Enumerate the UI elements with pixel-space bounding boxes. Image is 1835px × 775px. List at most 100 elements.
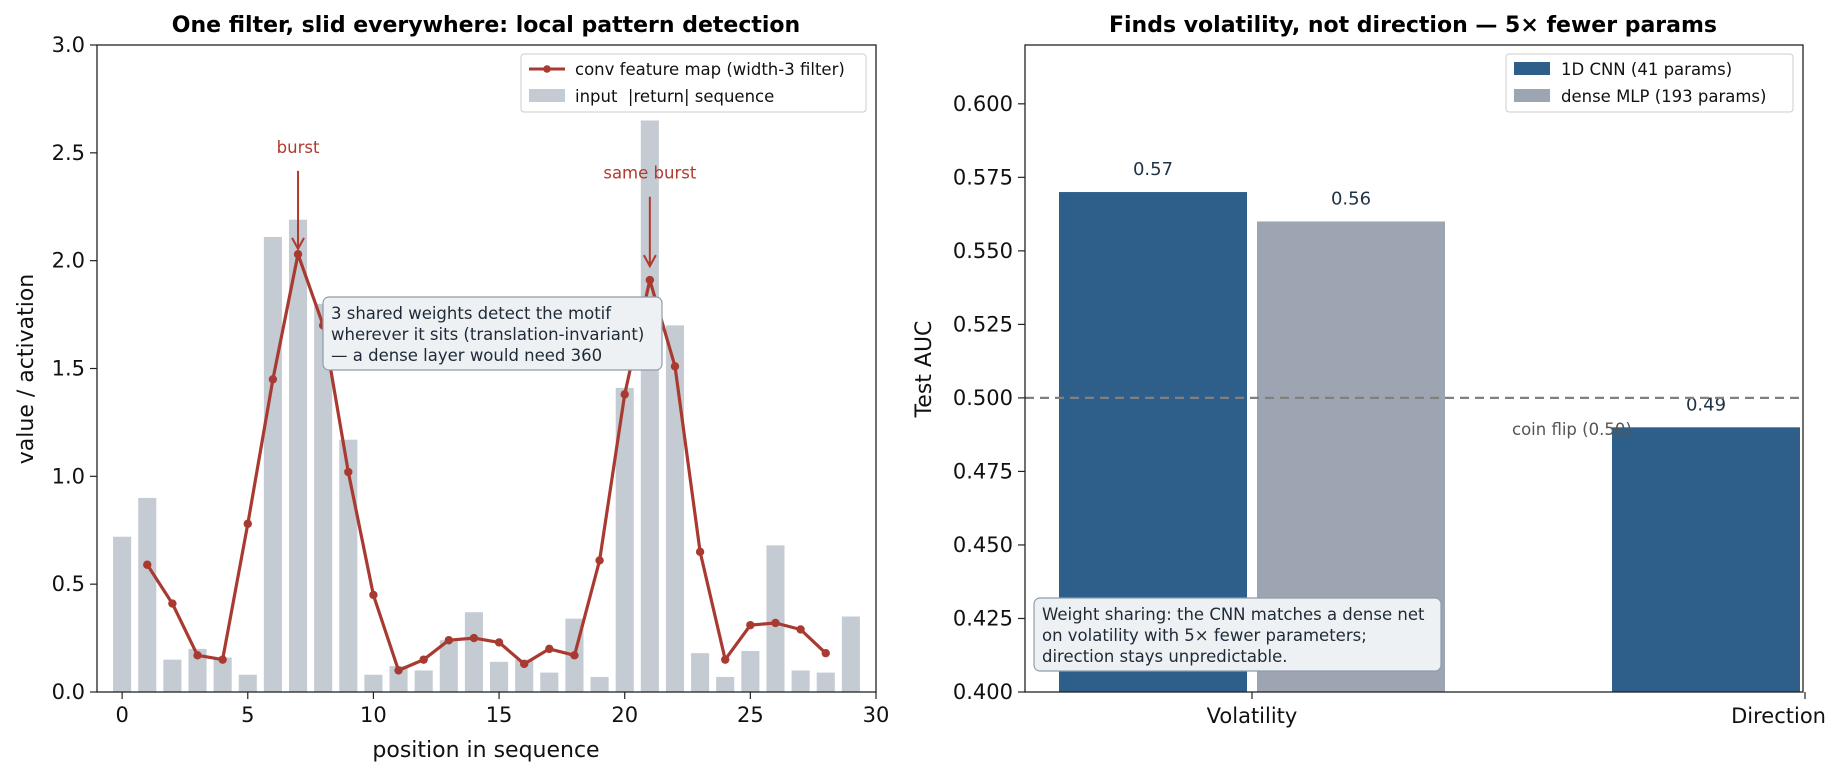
- x-tick-label: 25: [737, 703, 764, 727]
- y-tick-label: 0.425: [953, 606, 1013, 630]
- legend-conv-label: conv feature map (width-3 filter): [575, 60, 845, 79]
- x-tick-label: 0: [115, 703, 128, 727]
- conv-point: [746, 620, 755, 630]
- left-note-box: 3 shared weights detect the motif wherev…: [322, 296, 663, 371]
- y-tick-label: 0.600: [953, 92, 1013, 116]
- input-bar: [163, 659, 182, 692]
- input-bar: [716, 676, 735, 692]
- input-bar: [113, 536, 132, 692]
- input-bar: [515, 659, 534, 692]
- auc-value-label: 0.57: [1133, 159, 1173, 180]
- right-note-line-2: on volatility with 5× fewer parameters;: [1042, 626, 1367, 645]
- y-tick-label: 0.575: [953, 165, 1013, 189]
- input-bar: [364, 674, 383, 692]
- input-bar: [766, 545, 785, 692]
- right-chart-title: Finds volatility, not direction — 5× few…: [1109, 13, 1717, 38]
- conv-line: [145, 252, 827, 673]
- coin-flip-baseline: coin flip (0.50): [1025, 396, 1803, 439]
- left-legend: conv feature map (width-3 filter) input …: [520, 53, 867, 113]
- legend-input-label: input |return| sequence: [575, 87, 774, 106]
- y-tick-label: 0.400: [953, 680, 1013, 704]
- burst-annotations: burst same burst: [277, 138, 697, 269]
- left-x-ticks: 0 5 10 15 20 25 30: [115, 692, 889, 727]
- conv-point: [519, 659, 529, 669]
- right-note-frame: [1033, 597, 1442, 672]
- conv-point: [168, 599, 177, 608]
- input-bar: [389, 666, 408, 692]
- burst-annotation-label: burst: [277, 138, 320, 157]
- conv-point: [595, 556, 604, 565]
- right-note-box: Weight sharing: the CNN matches a dense …: [1033, 597, 1442, 672]
- left-chart-title: One filter, slid everywhere: local patte…: [172, 13, 800, 38]
- input-bar: [288, 219, 308, 692]
- legend-mlp-label: dense MLP (193 params): [1561, 87, 1766, 106]
- input-bar: [841, 616, 860, 692]
- right-plot-frame: [1024, 44, 1804, 693]
- right-note-line-1: Weight sharing: the CNN matches a dense …: [1042, 605, 1425, 624]
- y-tick-label: 1.0: [52, 464, 85, 488]
- y-tick-label: 1.5: [52, 357, 85, 381]
- right-legend: 1D CNN (41 params) dense MLP (193 params…: [1505, 53, 1794, 113]
- input-bar: [314, 303, 333, 692]
- category-label: Direction: [1731, 704, 1826, 728]
- x-tick-label: 30: [863, 703, 890, 727]
- conv-point: [670, 362, 680, 371]
- x-tick-label: 15: [486, 703, 513, 727]
- input-bar: [665, 325, 685, 692]
- right-chart: Finds volatility, not direction — 5× few…: [912, 13, 1826, 728]
- right-legend-box: [1505, 53, 1794, 113]
- input-bar: [691, 653, 710, 692]
- y-tick-label: 0.0: [52, 680, 85, 704]
- left-note-line-1: 3 shared weights detect the motif: [331, 304, 612, 323]
- legend-cnn-swatch: [1514, 62, 1550, 75]
- left-note-frame: [322, 296, 663, 371]
- conv-point: [268, 375, 278, 384]
- conv-point: [771, 618, 780, 628]
- y-tick-label: 0.5: [52, 572, 85, 596]
- left-x-axis-label: position in sequence: [372, 738, 599, 763]
- input-bar: [238, 674, 257, 692]
- conv-point: [143, 560, 152, 569]
- right-y-axis-label: Test AUC: [912, 321, 937, 419]
- input-bar: [138, 497, 157, 692]
- legend-mlp-swatch: [1514, 89, 1550, 102]
- category-label: Volatility: [1207, 704, 1298, 728]
- legend-bar-swatch: [529, 89, 565, 102]
- y-tick-label: 2.5: [52, 141, 85, 165]
- input-bar: [816, 672, 835, 692]
- conv-point: [695, 547, 705, 557]
- input-bar: [213, 657, 232, 692]
- conv-point: [444, 636, 454, 645]
- input-bars: [113, 120, 860, 692]
- auc-value-label: 0.56: [1331, 188, 1371, 209]
- x-tick-label: 5: [241, 703, 254, 727]
- input-bar: [339, 439, 358, 692]
- conv-point: [344, 467, 353, 477]
- left-note-line-2: wherever it sits (translation-invariant): [331, 325, 644, 344]
- conv-point: [494, 638, 504, 647]
- conv-point: [821, 648, 830, 658]
- input-bar: [464, 612, 483, 692]
- conv-point: [193, 651, 202, 660]
- input-bar: [188, 648, 207, 692]
- legend-marker-swatch: [543, 65, 551, 73]
- input-bar: [615, 387, 634, 692]
- x-tick-label: 20: [611, 703, 638, 727]
- conv-point: [218, 655, 227, 664]
- input-bar: [263, 236, 282, 692]
- auc-value-label: 0.49: [1686, 394, 1726, 415]
- conv-point: [721, 655, 730, 664]
- baseline-label: coin flip (0.50): [1512, 420, 1632, 439]
- conv-point: [645, 275, 655, 285]
- y-tick-label: 3.0: [52, 33, 85, 57]
- conv-point: [243, 519, 252, 528]
- burst-annotation-label: same burst: [603, 164, 696, 183]
- left-chart: One filter, slid everywhere: local patte…: [14, 13, 889, 763]
- conv-point: [419, 655, 428, 664]
- legend-cnn-label: 1D CNN (41 params): [1561, 60, 1732, 79]
- left-note-line-3: — a dense layer would need 360: [331, 346, 602, 365]
- input-bar: [741, 651, 760, 692]
- y-tick-label: 0.550: [953, 239, 1013, 263]
- input-bar: [439, 640, 458, 692]
- y-tick-label: 0.450: [953, 533, 1013, 557]
